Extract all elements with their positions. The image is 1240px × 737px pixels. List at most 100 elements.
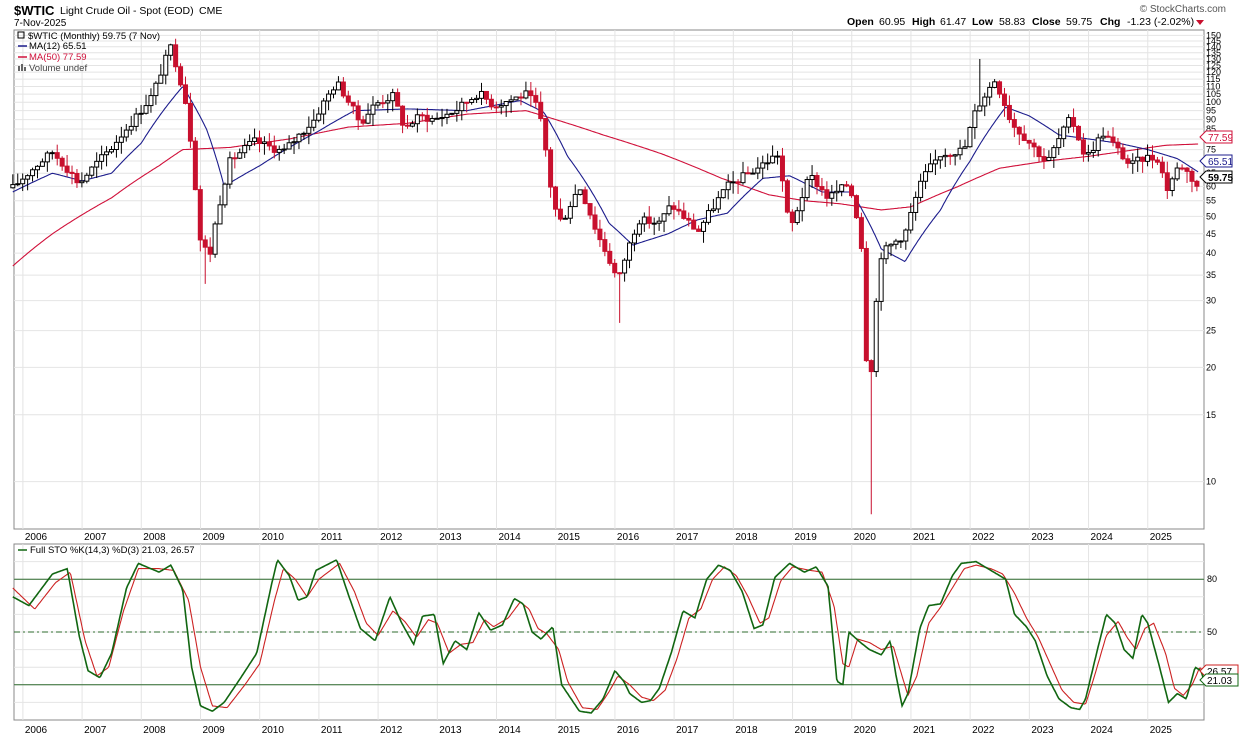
candle	[1125, 154, 1131, 169]
ma50-line	[12, 110, 1199, 267]
x-tick-label: 2011	[321, 532, 343, 543]
candle	[997, 80, 1003, 99]
x-tick-label: 2018	[735, 532, 758, 543]
price-tick-label: 150	[1206, 30, 1221, 40]
candle	[237, 148, 243, 160]
candle	[804, 176, 810, 201]
candle	[84, 172, 90, 184]
candle	[553, 185, 559, 217]
candle	[444, 108, 450, 125]
candle	[266, 133, 272, 151]
price-tick-label: 105	[1206, 89, 1221, 99]
candle	[64, 155, 70, 177]
candle	[1135, 148, 1141, 172]
candle	[513, 96, 519, 101]
candle	[730, 171, 736, 194]
x-tick-label: 2016	[617, 725, 640, 736]
candle	[1051, 145, 1057, 168]
svg-text:21.03: 21.03	[1207, 676, 1232, 687]
candle	[34, 165, 40, 179]
candle	[789, 209, 795, 232]
candle	[750, 168, 756, 175]
candle	[1031, 138, 1037, 158]
candle	[656, 216, 662, 231]
candle	[927, 153, 933, 173]
candle	[765, 153, 771, 171]
candle	[30, 167, 36, 182]
candle	[701, 220, 707, 243]
candle	[878, 252, 884, 311]
x-tick-label: 2024	[1091, 532, 1114, 543]
tag-close: 59.75	[1199, 170, 1233, 184]
candle	[745, 166, 751, 175]
brand-logo: © StockCharts.com	[1140, 4, 1226, 15]
candle	[1105, 130, 1111, 138]
price-tick-label: 40	[1206, 248, 1216, 258]
x-tick-label: 2013	[439, 532, 462, 543]
volume-icon	[18, 64, 26, 71]
candle	[592, 206, 598, 234]
svg-text:Open: Open	[847, 16, 874, 28]
x-tick-label: 2006	[25, 532, 48, 543]
candle	[696, 225, 702, 232]
svg-text:59.75: 59.75	[1208, 173, 1233, 184]
candle	[908, 203, 914, 234]
x-tick-label: 2021	[913, 532, 936, 543]
candle	[636, 219, 642, 237]
candle	[439, 108, 445, 127]
svg-text:60.95: 60.95	[879, 16, 905, 28]
candle	[557, 198, 563, 222]
x-tick-label: 2006	[25, 725, 48, 736]
candle	[474, 94, 480, 103]
symbol-exchange: CME	[199, 5, 222, 17]
candle	[212, 221, 218, 258]
candle	[108, 145, 114, 154]
candle	[222, 182, 228, 208]
x-tick-label: 2023	[1031, 532, 1054, 543]
candle	[1036, 145, 1042, 162]
candle	[469, 97, 475, 105]
svg-text:77.59: 77.59	[1208, 133, 1233, 144]
candle	[276, 145, 282, 161]
x-tick-label: 2023	[1031, 725, 1054, 736]
candles	[10, 38, 1200, 515]
candle	[602, 231, 608, 257]
sto-levels: 50 80	[14, 574, 1217, 686]
x-tick-label: 2014	[499, 725, 522, 736]
price-tick-label: 120	[1206, 67, 1221, 77]
candle	[849, 183, 855, 198]
candle	[1184, 167, 1190, 184]
candle	[1061, 125, 1067, 147]
candle	[395, 88, 401, 107]
candle	[178, 63, 184, 87]
candle	[1120, 143, 1126, 161]
candle	[735, 179, 741, 194]
candle	[271, 135, 277, 159]
candle	[622, 258, 628, 282]
candle	[380, 94, 386, 109]
svg-text:26.57: 26.57	[1207, 667, 1232, 678]
sto-tick-label: 80	[1207, 574, 1217, 584]
candle	[54, 144, 60, 166]
candle	[1006, 95, 1012, 124]
candle	[138, 104, 144, 125]
candle	[918, 173, 924, 202]
candle	[345, 90, 351, 106]
candle	[538, 91, 544, 122]
svg-text:Low: Low	[972, 16, 994, 28]
x-tick-label: 2019	[795, 532, 818, 543]
candle	[814, 172, 820, 195]
price-tick-label: 125	[1206, 60, 1221, 70]
candle	[360, 115, 366, 126]
candle	[1130, 153, 1136, 174]
svg-text:61.47: 61.47	[940, 16, 966, 28]
legend-volume: Volume undef	[29, 63, 87, 74]
candle	[987, 82, 993, 106]
svg-text:Chg: Chg	[1100, 16, 1120, 28]
candle	[957, 139, 963, 160]
price-grid	[14, 30, 1204, 529]
candle	[676, 200, 682, 216]
x-tick-label: 2025	[1150, 725, 1173, 736]
tag-ma12: 65.51	[1199, 154, 1233, 168]
candle	[794, 206, 800, 225]
